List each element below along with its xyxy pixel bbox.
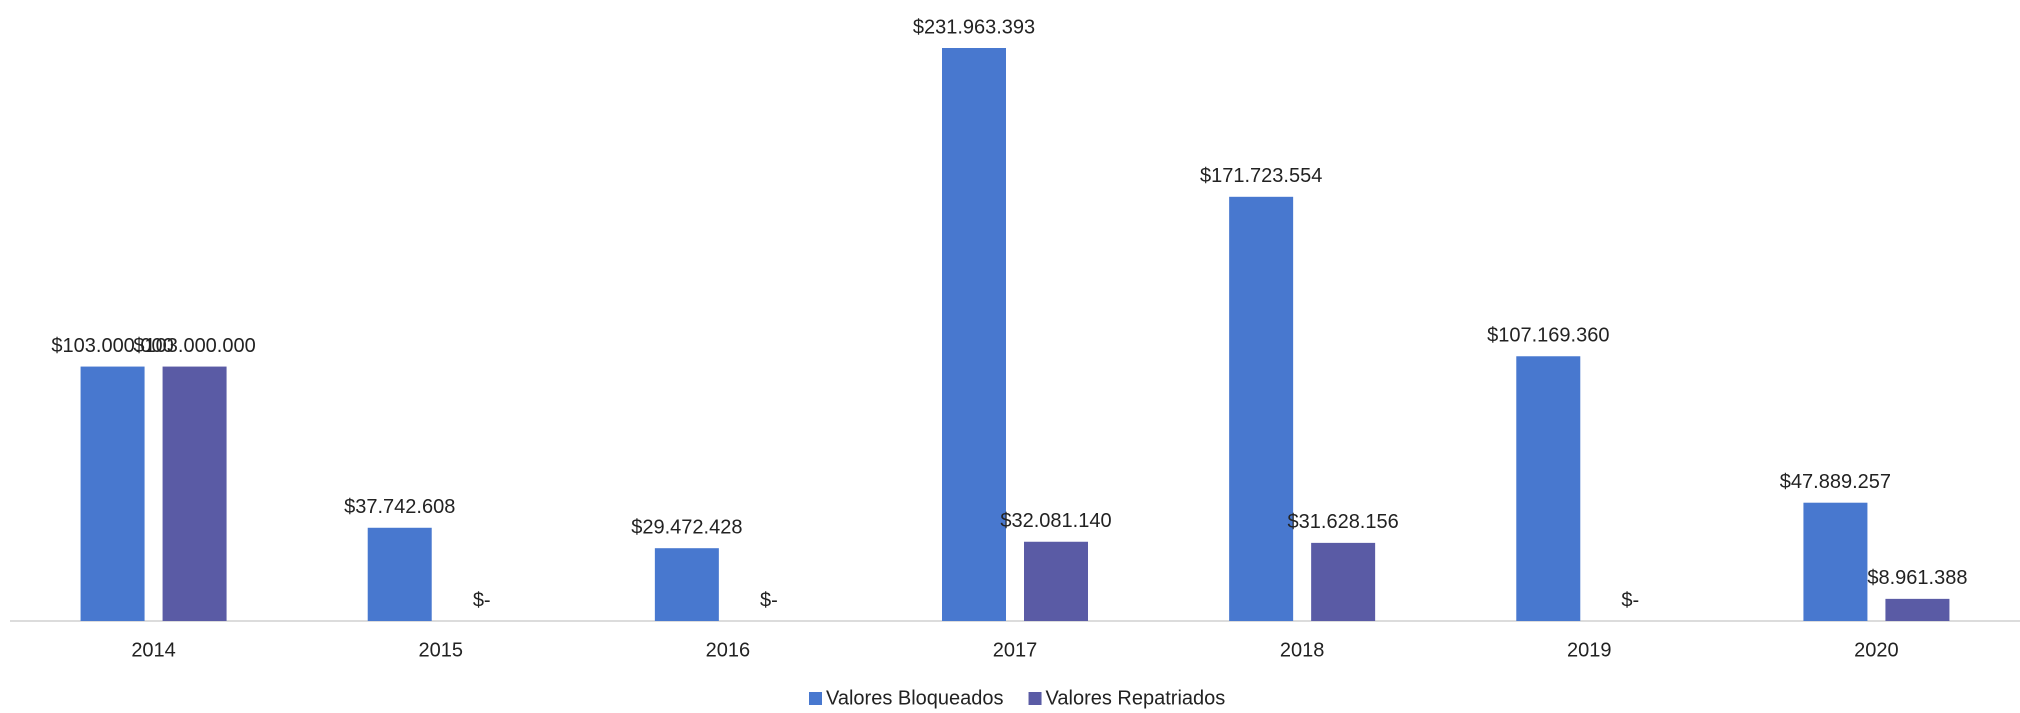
bar (367, 527, 432, 621)
bar (1516, 356, 1581, 621)
data-label: $231.963.393 (913, 16, 1035, 38)
bar (1229, 196, 1294, 622)
bar (942, 48, 1006, 621)
x-tick-label: 2018 (1280, 639, 1325, 661)
x-tick-label: 2020 (1854, 639, 1899, 661)
data-label: $29.472.428 (631, 516, 742, 538)
data-label: $103.000.000 (133, 335, 255, 357)
data-label: $37.742.608 (344, 496, 455, 518)
legend-label: Valores Repatriados (1046, 687, 1226, 709)
x-tick-label: 2016 (706, 639, 751, 661)
data-label: $- (1621, 589, 1639, 611)
bar (1803, 502, 1868, 621)
bar (1311, 542, 1376, 621)
data-label: $47.889.257 (1780, 471, 1891, 493)
bar (80, 366, 145, 621)
data-label: $31.628.156 (1288, 511, 1399, 533)
x-tick-label: 2017 (993, 639, 1038, 661)
data-label: $- (473, 589, 491, 611)
x-tick-label: 2019 (1567, 639, 1612, 661)
data-label: $32.081.140 (1000, 510, 1111, 532)
bar (1885, 598, 1950, 621)
bar (654, 548, 719, 621)
data-label: $171.723.554 (1200, 165, 1322, 187)
bar (162, 366, 227, 621)
legend-swatch (809, 692, 822, 705)
x-tick-label: 2015 (418, 639, 463, 661)
legend-label: Valores Bloqueados (826, 687, 1004, 709)
bar (1024, 541, 1088, 621)
data-label: $103.000.000 (51, 335, 173, 357)
data-label: $8.961.388 (1867, 567, 1967, 589)
data-label: $- (760, 589, 778, 611)
x-tick-label: 2014 (131, 639, 176, 661)
legend-swatch (1028, 692, 1042, 705)
data-label: $107.169.360 (1487, 325, 1609, 347)
